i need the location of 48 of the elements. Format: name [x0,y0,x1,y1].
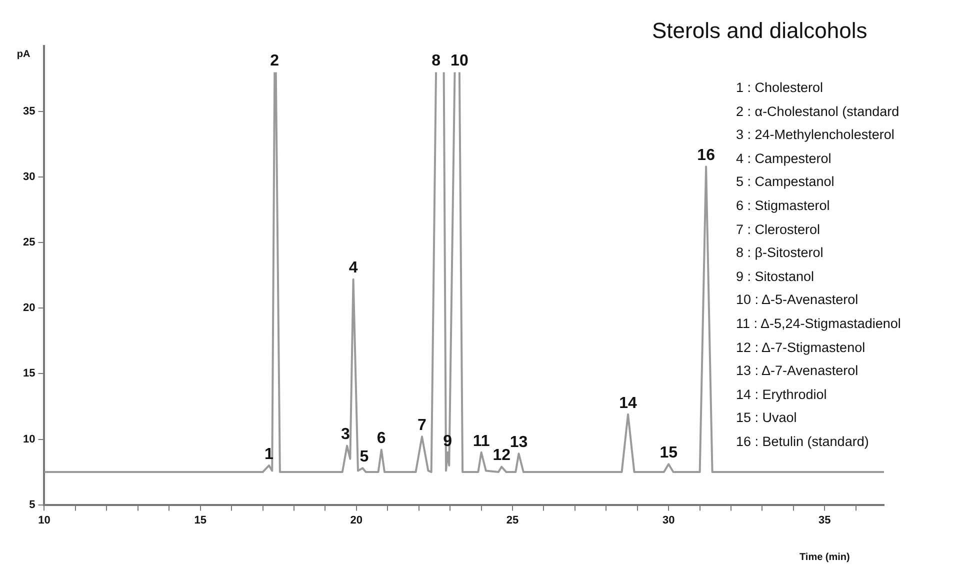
annotation: 4 [348,260,358,277]
y-tick-label: 5 [29,498,36,511]
y-axis-title: pA [16,48,30,60]
annotation: 4 : Campesterol [736,150,832,168]
annotation: 9 [443,432,452,450]
annotation: 8 : β-Sitosterol [736,244,824,262]
annotation: 13 : Δ-7-Avenasterol [736,362,860,380]
y-tick-label: 35 [22,106,36,118]
annotation: 10 [450,52,468,70]
x-axis-title: Time (min) [799,552,850,563]
annotation: 6 : Stigmasterol [736,196,831,215]
annotation: 3 : 24-Methylencholesterol [736,126,896,144]
x-tick-label: 25 [506,514,519,526]
annotation: 7 : Clerosterol [736,220,822,239]
annotation: 7 [418,417,427,434]
annotation: 14 [619,394,638,412]
annotation: 2 [270,52,280,70]
annotation: 8 [432,52,441,70]
annotation: 14 : Erythrodiol [736,386,828,404]
y-tick-label: 25 [22,236,36,249]
y-tick-label: 30 [22,171,36,184]
annotation: 16 : Betulin (standard) [736,432,870,451]
annotation: 1 : Cholesterol [736,79,824,97]
x-tick-label: 15 [194,514,206,526]
annotation: 1 [264,446,274,463]
annotation: 15 : Uvaol [736,409,798,428]
annotation: 12 [492,447,511,464]
y-tick-label: 15 [22,368,36,380]
y-tick-label: 20 [22,302,36,314]
annotation: 5 : Campestanol [736,173,836,192]
annotation: 3 [341,426,350,444]
annotation: 11 : Δ-5,24-Stigmastadienol [736,314,901,333]
x-tick-label: 30 [662,514,675,526]
annotation: 10 : Δ-5-Avenasterol [736,291,860,310]
annotation: 16 [697,147,716,164]
x-tick-label: 35 [818,514,831,526]
x-tick-label: 20 [350,514,363,526]
annotation: 11 [472,432,490,450]
x-tick-label: 10 [38,514,50,526]
annotation: 9 : Sitostanol [736,268,816,286]
annotation: 13 [510,434,528,452]
annotation: 12 : Δ-7-Stigmastenol [736,338,866,357]
chart-title: Sterols and dialcohols [652,18,868,44]
y-tick-label: 10 [22,433,36,446]
annotation: 6 [376,430,386,448]
annotation: 2 : α-Cholestanol (standard [736,102,900,121]
annotation: 5 [360,448,369,466]
annotation: 15 [660,444,678,462]
